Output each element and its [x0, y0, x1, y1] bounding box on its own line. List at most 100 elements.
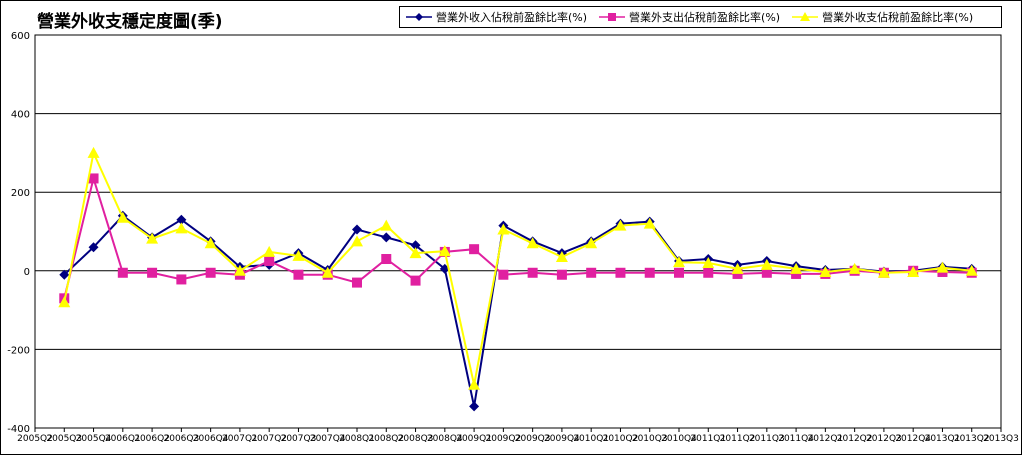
data-point-triangle: [936, 261, 949, 273]
y-tick-label: 0: [24, 267, 30, 278]
data-point-triangle: [790, 262, 803, 274]
data-point-diamond: [352, 224, 362, 235]
data-point-square: [176, 274, 187, 285]
x-tick-label: 2011Q2: [720, 434, 756, 444]
data-point-triangle: [673, 256, 685, 268]
data-point-triangle: [409, 247, 422, 259]
x-tick-label: 2006Q1: [105, 434, 141, 444]
y-tick-label: 200: [11, 188, 30, 199]
data-point-triangle: [87, 146, 100, 158]
x-tick-label: 2010Q4: [661, 434, 697, 444]
x-tick-label: 2010Q3: [632, 434, 668, 444]
data-point-triangle: [614, 219, 627, 231]
data-point-square: [469, 244, 480, 255]
data-point-square: [586, 267, 597, 278]
data-point-square: [293, 269, 304, 280]
data-point-triangle: [907, 265, 920, 277]
x-tick-label: 2006Q4: [193, 434, 229, 444]
data-point-triangle: [351, 235, 363, 247]
data-point-triangle: [438, 245, 451, 257]
y-tick-label: 400: [11, 110, 30, 121]
data-point-triangle: [819, 265, 832, 277]
x-tick-label: 2010Q1: [573, 434, 609, 444]
data-point-triangle: [848, 262, 861, 274]
x-tick-label: 2008Q2: [368, 434, 404, 444]
data-point-square: [674, 267, 684, 278]
x-tick-label: 2012Q2: [837, 434, 873, 444]
legend-item-income: 營業外收入佔稅前盈餘比率(%): [406, 9, 587, 25]
data-point-square: [147, 267, 158, 278]
data-point-triangle: [760, 258, 773, 270]
data-point-square: [761, 267, 772, 278]
y-tick-label: -400: [7, 424, 30, 435]
x-tick-label: 2008Q3: [398, 434, 434, 444]
data-point-triangle: [526, 237, 539, 249]
data-point-square: [205, 267, 216, 278]
data-point-triangle: [321, 266, 334, 278]
x-tick-label: 2009Q3: [515, 434, 551, 444]
x-tick-label: 2012Q4: [895, 434, 931, 444]
data-point-square: [410, 275, 421, 286]
x-tick-label: 2007Q4: [310, 434, 346, 444]
data-point-triangle: [58, 296, 71, 308]
data-point-square: [498, 269, 509, 280]
x-tick-label: 2009Q1: [456, 434, 492, 444]
legend-label-expense: 營業外支出佔稅前盈餘比率(%): [629, 11, 781, 24]
x-tick-label: 2007Q3: [281, 434, 317, 444]
legend-marker-triangle-icon: [792, 12, 819, 21]
y-tick-label: 600: [11, 31, 30, 42]
data-point-triangle: [497, 223, 510, 235]
legend-label-income: 營業外收入佔稅前盈餘比率(%): [436, 11, 588, 24]
x-tick-label: 2007Q1: [222, 434, 258, 444]
data-point-triangle: [175, 222, 188, 234]
x-tick-label: 2008Q1: [339, 434, 375, 444]
data-point-triangle: [146, 232, 159, 244]
data-point-square: [527, 267, 538, 278]
x-tick-label: 2008Q4: [427, 434, 463, 444]
data-point-diamond: [410, 240, 421, 251]
data-point-square: [556, 269, 567, 280]
data-point-square: [88, 173, 99, 184]
data-point-triangle: [116, 211, 129, 223]
x-tick-label: 2013Q3: [983, 434, 1019, 444]
data-point-triangle: [204, 237, 217, 249]
data-point-triangle: [731, 262, 744, 274]
data-point-triangle: [468, 378, 481, 390]
x-tick-label: 2007Q2: [251, 434, 287, 444]
y-tick-label: -200: [7, 345, 30, 356]
legend-item-net: 營業外收支佔稅前盈餘比率(%): [792, 9, 973, 25]
data-point-square: [615, 267, 626, 278]
data-point-square: [381, 254, 392, 265]
data-point-triangle: [877, 266, 890, 278]
data-point-triangle: [555, 251, 568, 263]
legend-marker-diamond-icon: [406, 13, 432, 21]
data-point-square: [117, 267, 128, 278]
x-tick-label: 2011Q1: [690, 434, 726, 444]
x-tick-label: 2013Q2: [954, 434, 990, 444]
x-tick-label: 2006Q3: [164, 434, 200, 444]
data-point-diamond: [88, 242, 99, 253]
x-tick-label: 2009Q2: [486, 434, 522, 444]
data-point-square: [791, 268, 802, 279]
legend-marker-square-icon: [599, 13, 626, 21]
data-point-triangle: [292, 249, 305, 261]
data-point-square: [703, 267, 714, 278]
data-point-diamond: [469, 401, 480, 412]
data-point-triangle: [263, 245, 276, 257]
data-point-triangle: [233, 264, 246, 276]
x-tick-label: 2012Q1: [808, 434, 844, 444]
data-point-square: [352, 277, 362, 288]
plot-border: [34, 34, 1002, 429]
data-point-triangle: [643, 217, 656, 229]
series-line-0: [63, 214, 972, 407]
x-tick-label: 2005Q4: [76, 434, 112, 444]
legend-label-net: 營業外收支佔稅前盈餘比率(%): [822, 11, 974, 24]
x-tick-label: 2005Q3: [46, 434, 82, 444]
data-point-triangle: [380, 219, 393, 231]
data-point-square: [264, 255, 275, 266]
x-tick-label: 2009Q4: [544, 434, 580, 444]
chart-legend: 營業外收入佔稅前盈餘比率(%) 營業外支出佔稅前盈餘比率(%) 營業外收支佔稅前…: [399, 6, 1002, 28]
data-point-diamond: [381, 232, 392, 243]
